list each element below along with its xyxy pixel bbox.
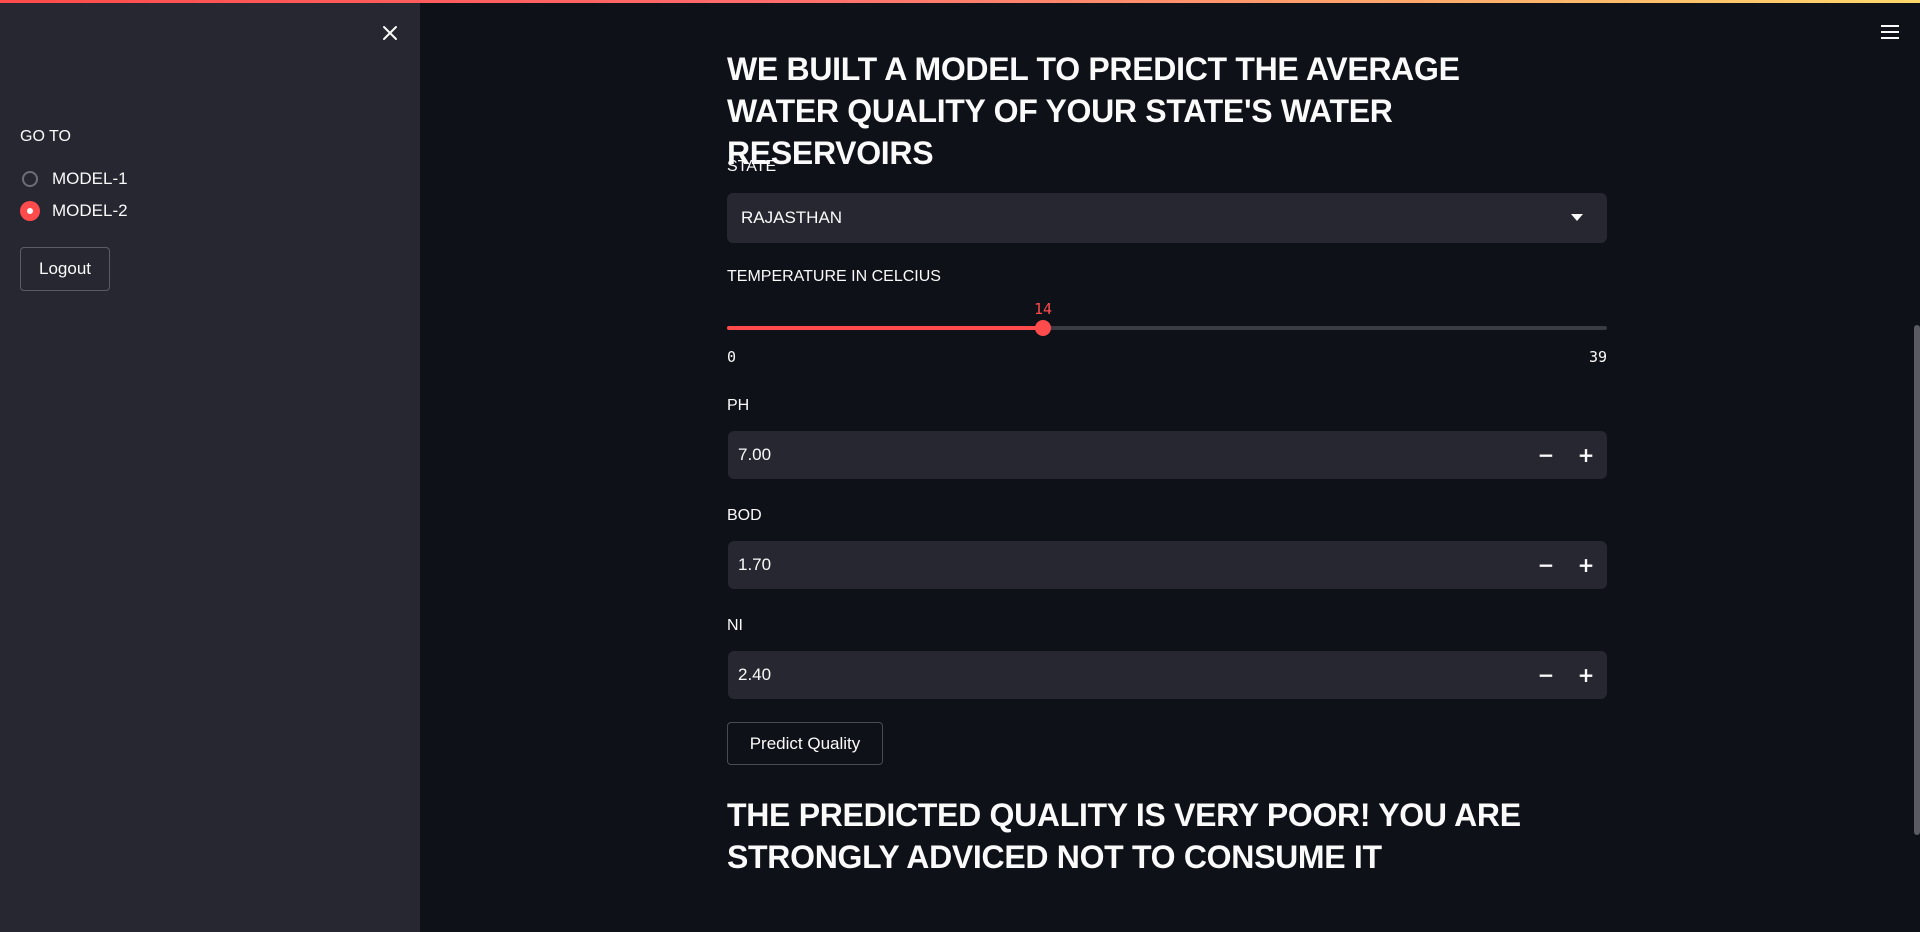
temperature-slider[interactable]: 14 0 39 — [727, 300, 1607, 370]
radio-option-model-1[interactable]: MODEL-1 — [22, 169, 128, 189]
bod-decrement-button[interactable]: − — [1526, 541, 1566, 589]
state-select[interactable]: RAJASTHAN — [727, 193, 1607, 243]
slider-current-value: 14 — [1033, 300, 1053, 318]
minus-icon: − — [1537, 663, 1555, 687]
page-title: WE BUILT A MODEL TO PREDICT THE AVERAGE … — [727, 51, 1460, 171]
prediction-result: THE PREDICTED QUALITY IS VERY POOR! YOU … — [727, 797, 1521, 875]
slider-thumb[interactable] — [1035, 320, 1051, 336]
bod-increment-button[interactable]: + — [1566, 541, 1606, 589]
close-icon — [383, 26, 397, 40]
ni-increment-button[interactable]: + — [1566, 651, 1606, 699]
temperature-label: TEMPERATURE IN CELCIUS — [727, 268, 941, 285]
plus-icon: + — [1577, 443, 1595, 467]
slider-track[interactable] — [727, 326, 1607, 330]
bod-field[interactable] — [728, 541, 1508, 589]
predict-quality-button[interactable]: Predict Quality — [727, 722, 883, 765]
radio-label-model-1: MODEL-1 — [52, 169, 128, 188]
ph-field[interactable] — [728, 431, 1508, 479]
slider-max-label: 39 — [1588, 348, 1607, 366]
radio-option-model-2[interactable]: MODEL-2 — [20, 201, 128, 221]
top-decoration-bar — [0, 0, 1920, 3]
plus-icon: + — [1577, 663, 1595, 687]
ph-label: PH — [727, 397, 750, 414]
minus-icon: − — [1537, 443, 1555, 467]
close-sidebar-button[interactable] — [377, 20, 403, 46]
logout-button[interactable]: Logout — [20, 247, 110, 291]
scrollbar-thumb[interactable] — [1914, 325, 1920, 835]
slider-fill — [727, 326, 1043, 330]
ni-decrement-button[interactable]: − — [1526, 651, 1566, 699]
main-menu-button[interactable] — [1879, 22, 1901, 42]
state-label: STATE — [727, 158, 777, 175]
ni-label: NI — [727, 617, 743, 634]
ph-number-input: − + — [728, 431, 1607, 479]
radio-label-model-2: MODEL-2 — [52, 201, 128, 220]
slider-min-label: 0 — [727, 348, 737, 366]
hamburger-menu-icon — [1881, 25, 1899, 27]
ni-number-input: − + — [728, 651, 1607, 699]
chevron-down-icon — [1571, 214, 1583, 221]
bod-number-input: − + — [728, 541, 1607, 589]
goto-label: GO TO — [20, 128, 71, 145]
radio-checked-icon[interactable] — [20, 201, 40, 221]
sidebar: GO TO MODEL-1 MODEL-2 Logout — [0, 0, 420, 932]
radio-unchecked-icon[interactable] — [22, 171, 38, 187]
state-select-value: RAJASTHAN — [741, 208, 843, 227]
plus-icon: + — [1577, 553, 1595, 577]
ph-increment-button[interactable]: + — [1566, 431, 1606, 479]
bod-label: BOD — [727, 507, 762, 524]
ph-decrement-button[interactable]: − — [1526, 431, 1566, 479]
minus-icon: − — [1537, 553, 1555, 577]
ni-field[interactable] — [728, 651, 1508, 699]
